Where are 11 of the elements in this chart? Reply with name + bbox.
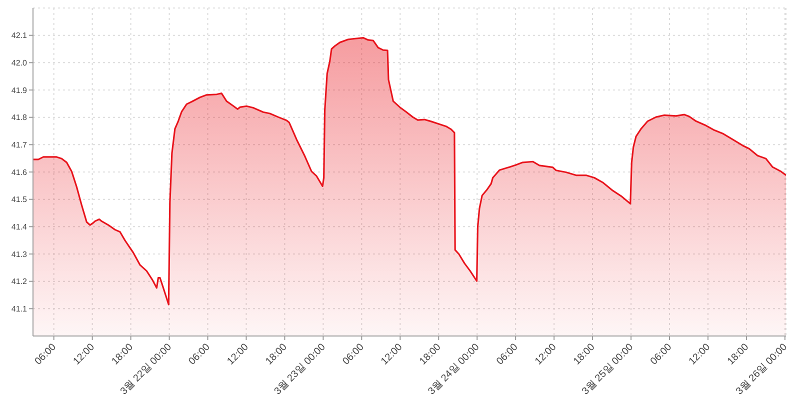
y-tick-label: 41.9 (11, 86, 28, 95)
y-tick-label: 41.8 (11, 113, 28, 122)
y-tick-label: 41.4 (11, 222, 28, 232)
y-tick-label: 42.1 (11, 31, 28, 40)
y-tick-label: 41.3 (11, 250, 28, 259)
y-tick-label: 41.7 (11, 140, 28, 150)
y-tick-label: 41.2 (11, 277, 28, 286)
y-tick-label: 41.1 (11, 304, 28, 314)
y-tick-label: 41.5 (11, 195, 28, 204)
y-tick-label: 42.0 (11, 58, 28, 68)
y-tick-label: 41.6 (11, 168, 28, 177)
